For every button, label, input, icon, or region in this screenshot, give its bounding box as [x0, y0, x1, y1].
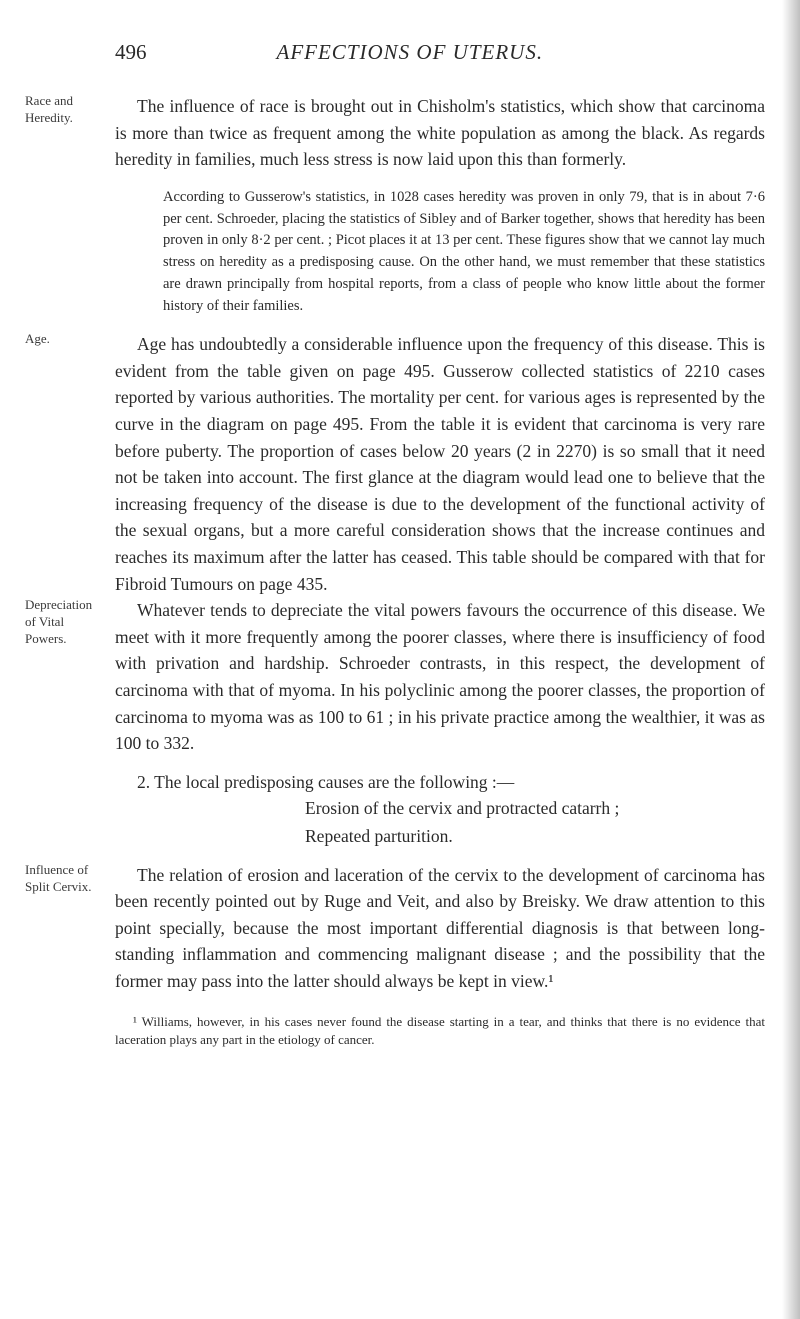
- cause-item-erosion: Erosion of the cervix and protracted cat…: [305, 795, 765, 822]
- section-race: Race and Heredity. The influence of race…: [25, 93, 765, 331]
- section-age: Age. Age has undoubtedly a considerable …: [25, 331, 765, 597]
- margin-note-age: Age.: [25, 331, 103, 348]
- paragraph-race: The influence of race is brought out in …: [115, 93, 765, 173]
- footnote: ¹ Williams, however, in his cases never …: [115, 1013, 765, 1049]
- paragraph-depreciation: Whatever tends to depreciate the vital p…: [115, 597, 765, 757]
- paragraph-local-causes: 2. The local predisposing causes are the…: [115, 769, 765, 796]
- page-shadow: [782, 0, 800, 1319]
- cause-item-parturition: Repeated parturition.: [305, 823, 765, 850]
- cause-list: Erosion of the cervix and protracted cat…: [115, 795, 765, 849]
- margin-note-race: Race and Heredity.: [25, 93, 103, 127]
- paragraph-small-stats: According to Gusserow's statistics, in 1…: [115, 187, 765, 318]
- section-depreciation: Depreciation of Vital Powers. Whatever t…: [25, 597, 765, 861]
- paragraph-influence: The relation of erosion and laceration o…: [115, 862, 765, 995]
- section-influence: Influence of Split Cervix. The relation …: [25, 862, 765, 1049]
- page-number: 496: [115, 40, 147, 65]
- paragraph-age: Age has undoubtedly a considerable influ…: [115, 331, 765, 597]
- page-title: AFFECTIONS OF UTERUS.: [277, 40, 544, 65]
- margin-note-depreciation: Depreciation of Vital Powers.: [25, 597, 103, 648]
- page-header: 496 AFFECTIONS OF UTERUS.: [25, 40, 765, 65]
- margin-note-influence: Influence of Split Cervix.: [25, 862, 103, 896]
